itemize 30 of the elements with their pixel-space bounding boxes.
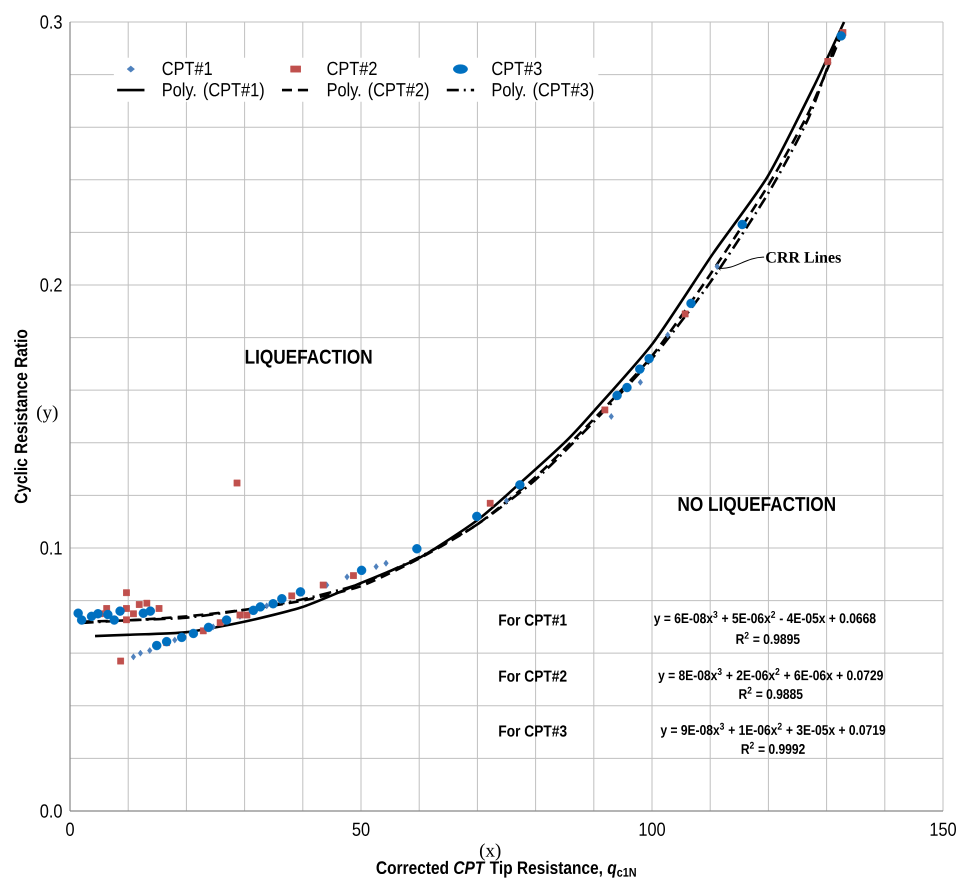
annotation: y = 6E-08x$^{3}$ + 5E-06x$^{2}$ - 4E-05x + 0.0668 <box>654 610 876 626</box>
x-tick-label: 50 <box>352 822 370 836</box>
annotation: NO LIQUEFACTION <box>678 496 835 515</box>
legend-label: CPT#2 <box>327 62 377 76</box>
y-tick-label: 0.0 <box>40 804 62 818</box>
annotation: R$^{2}$ = 0.9885 <box>739 686 803 700</box>
annotation: For CPT#3 <box>499 725 567 737</box>
legend-label: Poly. (CPT#3) <box>492 82 594 100</box>
y-tick-label: 0.3 <box>40 15 62 29</box>
y-tick-label: 0.2 <box>40 278 62 292</box>
text: (y) <box>37 405 58 422</box>
annotation: R$^{2}$ = 0.9992 <box>742 742 805 754</box>
x-tick-label: 150 <box>930 822 956 836</box>
annotation: CRR Lines <box>766 251 841 263</box>
legend-label: Poly. (CPT#2) <box>328 82 428 100</box>
x-axis-title: Corrected CPT Tip Resistance, q$_{c1N}$ <box>376 860 636 878</box>
annotation: For CPT#1 <box>499 614 567 626</box>
x-tick-label: 0 <box>66 822 74 836</box>
annotation: For CPT#2 <box>499 670 567 682</box>
annotation: y = 9E-08x$^{3}$ + 1E-06x$^{2}$ + 3E-05x + 0.0719 <box>660 722 886 738</box>
y-axis-title: Cyclic Resistance Ratio <box>14 330 31 504</box>
annotation: LIQUEFACTION <box>246 350 372 368</box>
legend-label: CPT#3 <box>492 62 542 76</box>
legend-label: Poly. (CPT#1) <box>163 82 264 100</box>
text: (x) <box>480 843 500 861</box>
annotation: y = 8E-08x$^{3}$ + 2E-06x$^{2}$ + 6E-06x + 0.0729 <box>658 668 883 684</box>
annotation: R$^{2}$ = 0.9895 <box>736 632 800 644</box>
legend-label: CPT#1 <box>162 62 212 76</box>
y-tick-label: 0.1 <box>40 541 62 555</box>
x-tick-label: 100 <box>640 822 665 836</box>
